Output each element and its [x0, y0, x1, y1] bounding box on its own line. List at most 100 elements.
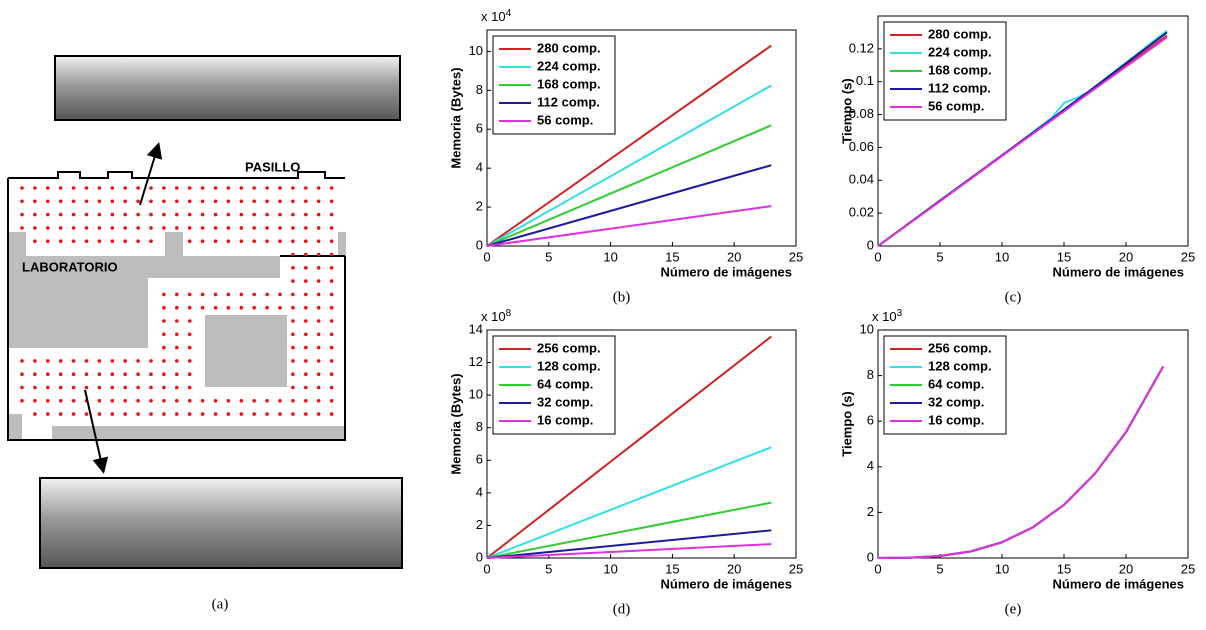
capture-point: [111, 186, 115, 190]
x-tick-label: 25: [789, 249, 803, 264]
capture-point: [278, 412, 282, 416]
capture-point: [162, 306, 166, 310]
capture-point: [72, 213, 76, 217]
capture-point: [291, 412, 295, 416]
capture-point: [72, 399, 76, 403]
capture-point: [214, 306, 218, 310]
y-multiplier: x 104: [481, 8, 512, 25]
capture-point: [278, 213, 282, 217]
capture-point: [72, 412, 76, 416]
y-tick-label: 2: [476, 199, 483, 214]
capture-point: [201, 239, 205, 243]
y-tick-label: 4: [867, 458, 874, 473]
capture-point: [304, 372, 308, 376]
legend-label: 128 comp.: [537, 358, 601, 373]
capture-point: [98, 372, 102, 376]
capture-point: [252, 213, 256, 217]
legend-label: 168 comp.: [928, 62, 992, 77]
capture-point: [317, 412, 321, 416]
capture-point: [33, 399, 37, 403]
capture-point: [20, 226, 24, 230]
capture-point: [304, 293, 308, 297]
capture-point: [278, 306, 282, 310]
capture-point: [20, 213, 24, 217]
capture-point: [188, 399, 192, 403]
capture-point: [20, 359, 24, 363]
capture-point: [149, 386, 153, 390]
capture-point: [304, 253, 308, 257]
capture-point: [240, 306, 244, 310]
capture-point: [330, 239, 334, 243]
capture-point: [111, 200, 115, 204]
y-tick-label: 0.02: [849, 205, 874, 220]
y-tick-label: 12: [469, 354, 483, 369]
capture-point: [291, 213, 295, 217]
capture-point: [227, 293, 231, 297]
y-tick-label: 0: [867, 237, 874, 252]
capture-point: [85, 200, 89, 204]
capture-point: [46, 239, 50, 243]
capture-point: [162, 293, 166, 297]
capture-point: [317, 266, 321, 270]
capture-point: [278, 226, 282, 230]
capture-point: [72, 386, 76, 390]
capture-point: [330, 226, 334, 230]
capture-point: [149, 412, 153, 416]
capture-point: [111, 213, 115, 217]
x-tick-label: 20: [1119, 249, 1133, 264]
capture-point: [175, 386, 179, 390]
capture-point: [46, 186, 50, 190]
capture-point: [317, 213, 321, 217]
capture-point: [291, 253, 295, 257]
capture-point: [188, 372, 192, 376]
capture-point: [85, 412, 89, 416]
capture-point: [291, 386, 295, 390]
capture-point: [291, 186, 295, 190]
capture-point: [149, 239, 153, 243]
capture-point: [317, 253, 321, 257]
capture-point: [227, 226, 231, 230]
x-tick-label: 10: [603, 561, 617, 576]
capture-point: [85, 239, 89, 243]
capture-point: [85, 213, 89, 217]
capture-point: [330, 213, 334, 217]
caption: (a): [212, 596, 229, 612]
x-tick-label: 15: [1057, 561, 1071, 576]
capture-point: [136, 359, 140, 363]
y-tick-label: 0.12: [849, 40, 874, 55]
legend-label: 224 comp.: [537, 58, 601, 73]
capture-point: [175, 412, 179, 416]
capture-point: [162, 213, 166, 217]
capture-point: [304, 399, 308, 403]
capture-point: [162, 186, 166, 190]
legend-label: 64 comp.: [537, 376, 593, 391]
x-axis-label: Número de imágenes: [1053, 264, 1185, 279]
capture-point: [175, 213, 179, 217]
capture-point: [330, 412, 334, 416]
x-tick-label: 15: [665, 561, 679, 576]
capture-point: [33, 186, 37, 190]
capture-point: [98, 226, 102, 230]
capture-point: [317, 279, 321, 283]
capture-point: [33, 359, 37, 363]
capture-point: [330, 333, 334, 337]
capture-point: [240, 399, 244, 403]
x-tick-label: 10: [995, 249, 1009, 264]
x-tick-label: 0: [874, 561, 881, 576]
capture-point: [33, 239, 37, 243]
capture-point: [265, 186, 269, 190]
capture-point: [330, 200, 334, 204]
y-multiplier-exponent: 8: [506, 308, 512, 319]
capture-point: [291, 239, 295, 243]
legend-label: 256 comp.: [537, 340, 601, 355]
capture-point: [240, 186, 244, 190]
capture-point: [252, 412, 256, 416]
capture-point: [149, 200, 153, 204]
capture-point: [149, 186, 153, 190]
y-multiplier-exponent: 4: [506, 8, 512, 19]
capture-point: [149, 226, 153, 230]
arrow: [140, 146, 158, 205]
legend-label: 256 comp.: [928, 340, 992, 355]
capture-point: [214, 399, 218, 403]
capture-point: [46, 226, 50, 230]
